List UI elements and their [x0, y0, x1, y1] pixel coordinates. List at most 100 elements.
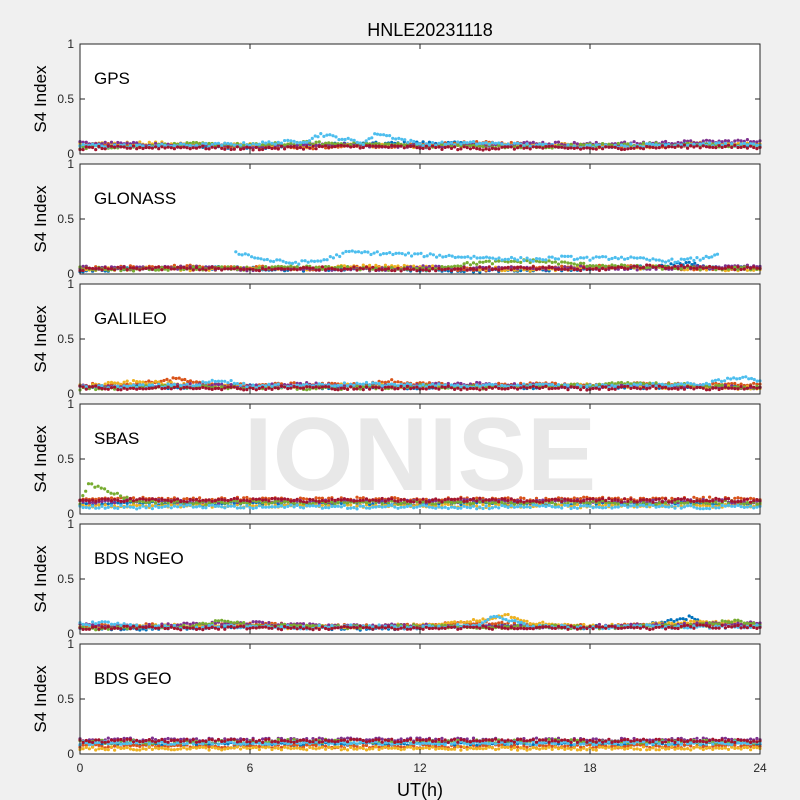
- data-point: [556, 145, 561, 149]
- data-point: [478, 141, 482, 145]
- data-point: [594, 383, 598, 387]
- data-point: [579, 256, 583, 260]
- data-point: [660, 264, 665, 269]
- data-point: [179, 142, 183, 146]
- data-point: [682, 265, 687, 269]
- data-point: [506, 142, 510, 146]
- data-point: [150, 146, 154, 150]
- data-point: [261, 145, 265, 149]
- data-point: [594, 386, 598, 390]
- data-point: [163, 265, 167, 269]
- data-point: [308, 266, 312, 270]
- data-point: [664, 139, 668, 144]
- data-point: [267, 382, 271, 386]
- data-point: [84, 387, 88, 391]
- data-point: [369, 252, 373, 257]
- data-point: [679, 145, 683, 149]
- data-point: [223, 147, 227, 151]
- data-point: [264, 146, 268, 150]
- data-point: [109, 267, 114, 271]
- data-point: [594, 143, 598, 147]
- data-point: [679, 382, 683, 386]
- data-point: [453, 387, 457, 391]
- y-tick-label: 0.5: [57, 212, 74, 226]
- data-point: [172, 382, 176, 387]
- data-point: [276, 267, 280, 271]
- data-point: [713, 253, 717, 257]
- data-point: [667, 259, 671, 263]
- data-point: [94, 143, 98, 148]
- data-point: [708, 388, 712, 392]
- data-point: [714, 266, 718, 270]
- data-point: [431, 266, 435, 271]
- y-tick-label: 1: [67, 277, 74, 291]
- data-point: [232, 143, 236, 147]
- data-point: [361, 145, 365, 150]
- data-point: [394, 137, 398, 141]
- data-point: [273, 383, 277, 387]
- data-point: [735, 377, 739, 381]
- data-point: [541, 385, 545, 389]
- data-point: [406, 251, 411, 255]
- data-point: [638, 146, 643, 150]
- data-point: [179, 383, 183, 388]
- data-point: [122, 145, 126, 149]
- data-point: [368, 383, 372, 387]
- data-point: [364, 265, 369, 269]
- data-point: [749, 142, 753, 146]
- data-point: [216, 144, 221, 148]
- data-point: [528, 141, 532, 145]
- data-point: [412, 144, 416, 148]
- data-point: [733, 387, 737, 391]
- data-point: [162, 378, 166, 383]
- data-point: [289, 141, 293, 145]
- data-point: [641, 266, 646, 270]
- data-point: [319, 132, 323, 136]
- data-point: [352, 383, 356, 387]
- data-point: [689, 144, 693, 148]
- data-point: [370, 136, 374, 140]
- data-point: [550, 144, 554, 148]
- data-point: [588, 383, 592, 387]
- data-point: [135, 143, 139, 147]
- data-point: [84, 145, 88, 149]
- data-point: [544, 145, 548, 149]
- data-point: [676, 144, 680, 148]
- data-point: [349, 385, 353, 389]
- data-point: [566, 146, 570, 150]
- data-point: [412, 386, 416, 390]
- data-point: [216, 383, 221, 387]
- data-point: [405, 144, 409, 148]
- data-point: [719, 379, 724, 383]
- data-point: [333, 384, 337, 388]
- data-point: [374, 142, 378, 146]
- data-point: [619, 265, 624, 269]
- data-point: [131, 269, 136, 273]
- data-point: [443, 142, 447, 146]
- data-point: [109, 140, 114, 144]
- data-point: [607, 387, 611, 392]
- data-point: [582, 146, 586, 150]
- data-point: [342, 144, 346, 148]
- data-point: [534, 385, 539, 389]
- data-point: [726, 376, 730, 380]
- data-point: [313, 134, 317, 138]
- data-point: [528, 266, 532, 270]
- data-point: [176, 265, 180, 269]
- data-point: [556, 383, 561, 387]
- data-point: [556, 262, 561, 266]
- data-point: [281, 259, 285, 263]
- data-point: [131, 266, 136, 270]
- data-point: [431, 144, 435, 148]
- data-point: [516, 141, 520, 145]
- data-point: [382, 133, 386, 137]
- data-point: [390, 385, 394, 389]
- data-point: [204, 147, 208, 151]
- data-point: [619, 385, 624, 389]
- data-point: [144, 387, 148, 391]
- data-point: [400, 137, 404, 141]
- data-point: [322, 134, 326, 138]
- data-point: [262, 258, 266, 262]
- data-point: [698, 146, 702, 150]
- data-point: [444, 254, 448, 259]
